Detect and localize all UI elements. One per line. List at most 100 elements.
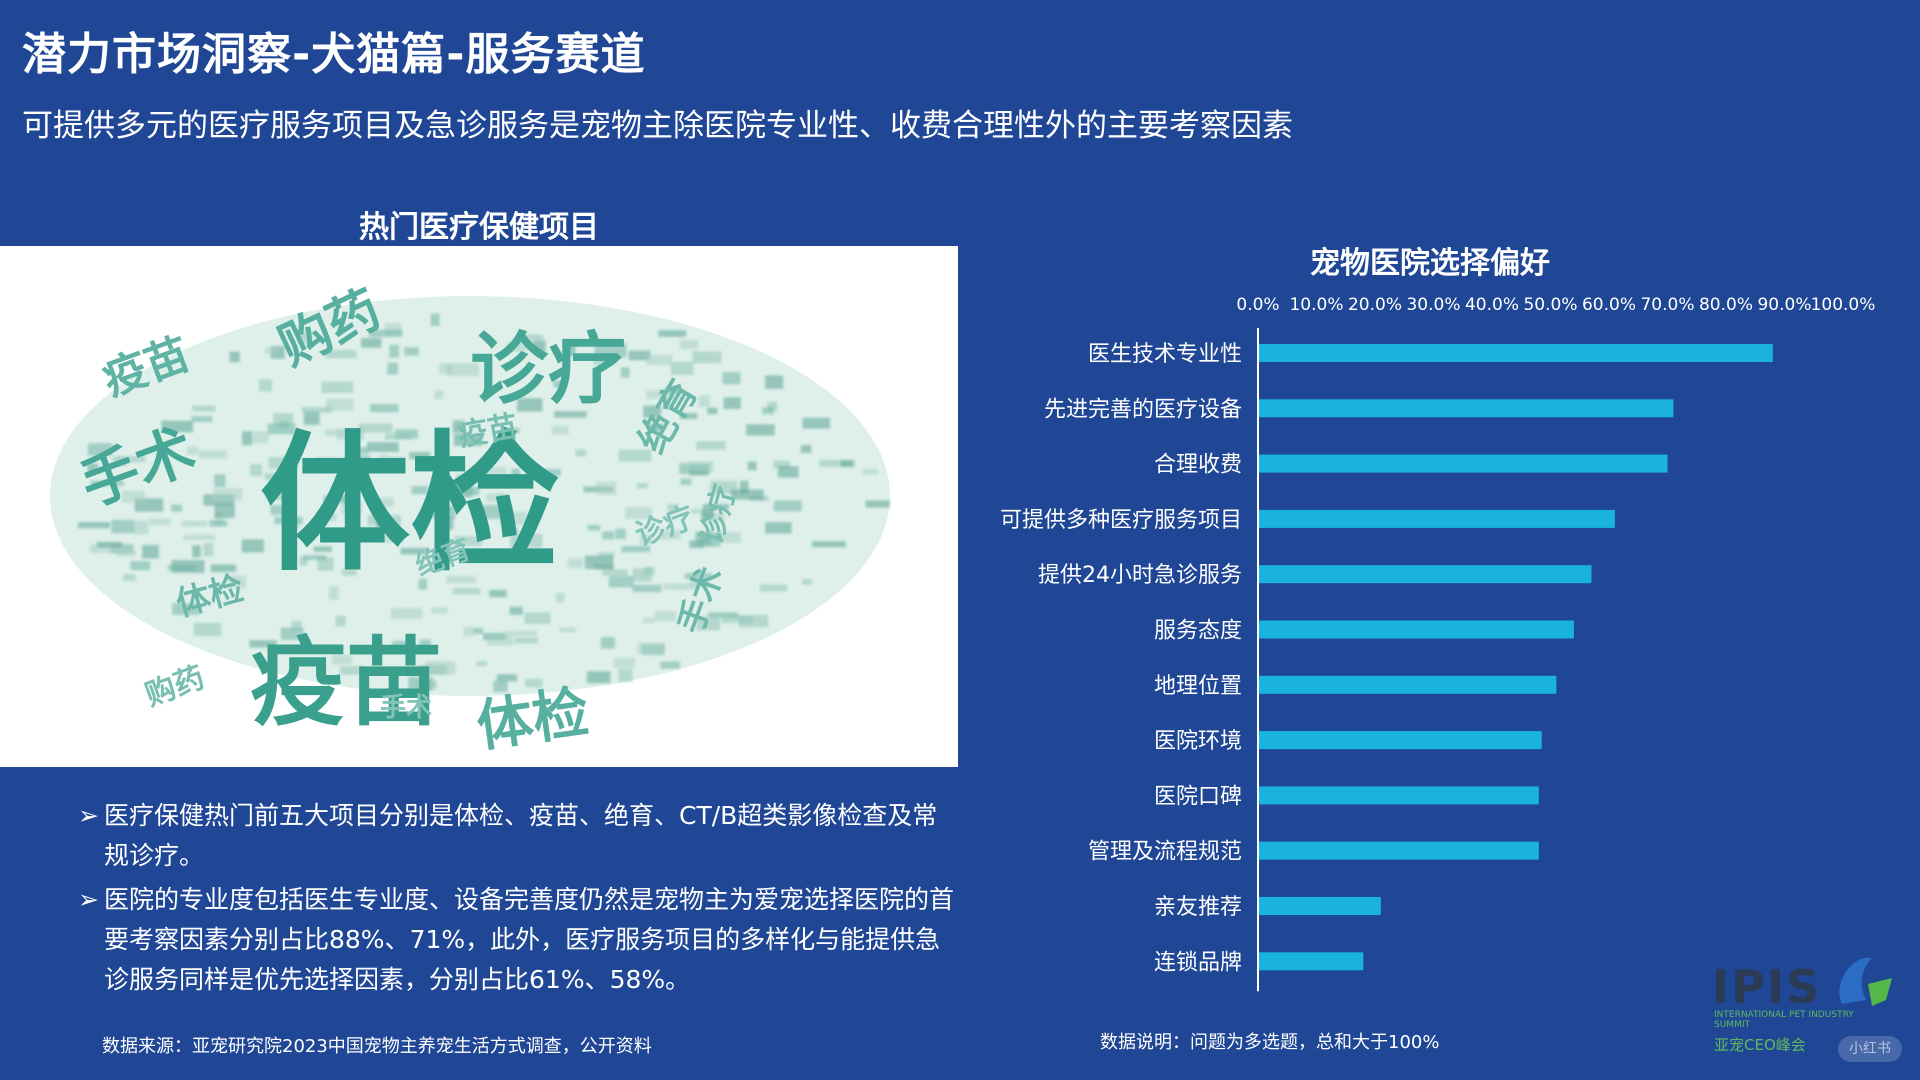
wordcloud-speckle: [687, 461, 714, 472]
wordcloud-speckle: [384, 323, 402, 335]
wordcloud-speckle: [637, 642, 665, 654]
arrow-icon: ➢: [78, 801, 99, 830]
wordcloud-speckle: [116, 550, 136, 557]
wordcloud-speckle: [517, 334, 544, 341]
wordcloud-speckle: [418, 578, 427, 590]
x-tick-label: 10.0%: [1289, 295, 1343, 315]
bar: [1258, 344, 1773, 362]
wordcloud-speckle: [214, 504, 235, 519]
wordcloud-speckle: [316, 513, 337, 522]
wordcloud-speckle: [301, 406, 332, 413]
x-tick-label: 90.0%: [1757, 295, 1811, 315]
wordcloud-speckle: [493, 680, 508, 693]
wordcloud-speckle: [325, 429, 345, 436]
x-tick-label: 70.0%: [1640, 295, 1694, 315]
wordcloud-speckle: [96, 541, 123, 548]
wordcloud-speckle: [303, 411, 320, 425]
wordcloud-speckle: [507, 528, 518, 534]
wordcloud-speckle: [265, 488, 297, 500]
wordcloud-speckle: [613, 658, 636, 668]
wordcloud-speckle: [696, 441, 726, 450]
wordcloud-speckle: [376, 516, 387, 531]
wordcloud-speckle: [456, 473, 468, 482]
wordcloud-speckle: [551, 425, 569, 435]
wordcloud-speckle: [731, 489, 764, 500]
wordcloud-speckle: [658, 330, 687, 337]
wordcloud-speckle: [632, 568, 652, 582]
wordcloud-speckle: [450, 482, 459, 489]
wordcloud-speckle: [532, 340, 546, 353]
wordcloud-speckle: [172, 603, 200, 615]
wordcloud-speckle: [335, 615, 346, 627]
wordcloud-speckle: [115, 455, 146, 463]
wordcloud-speckle: [416, 680, 436, 688]
wordcloud-speckle: [489, 589, 507, 598]
wordcloud-speckle: [87, 463, 98, 472]
bar-chart: 0.0% 10.0% 20.0% 30.0% 40.0% 50.0% 60.0% 70.0% 8…: [1000, 295, 1876, 992]
wordcloud-speckle: [840, 460, 855, 467]
x-tick-label: 100.0%: [1811, 295, 1876, 315]
wordcloud-speckle: [800, 445, 812, 453]
category-label: 医院环境: [1154, 729, 1242, 754]
wordcloud-speckle: [367, 442, 399, 452]
wordcloud-speckle: [593, 359, 616, 365]
wordcloud-speckle: [303, 555, 327, 561]
wordcloud-speckle: [112, 456, 127, 467]
wordcloud-speckle: [328, 586, 339, 600]
category-label: 连锁品牌: [1154, 950, 1242, 975]
wordcloud-speckle: [390, 607, 423, 620]
wordcloud-speckle: [773, 460, 790, 469]
wordcloud-speckle: [199, 450, 228, 459]
wordcloud-speckle: [555, 592, 565, 603]
wordcloud-word: 购药: [141, 660, 209, 713]
wordcloud-speckle: [707, 612, 739, 618]
wordcloud-speckle: [632, 584, 662, 593]
x-tick-label: 0.0%: [1236, 295, 1279, 315]
wordcloud-speckle: [600, 636, 615, 649]
wordcloud-speckle: [496, 674, 518, 682]
bar: [1258, 786, 1539, 805]
wordcloud-speckle: [369, 329, 403, 337]
wordcloud-speckle: [324, 349, 357, 359]
wordcloud-speckle: [313, 546, 332, 552]
wordcloud-speckle: [273, 413, 294, 427]
page-subtitle: 可提供多元的医疗服务项目及急诊服务是宠物主除医院专业性、收费合理性外的主要考察因…: [22, 108, 1293, 144]
wordcloud-speckle: [507, 428, 520, 434]
wordcloud-speckle: [487, 635, 513, 646]
wordcloud-speckle: [191, 416, 213, 423]
wordcloud-speckle: [778, 466, 799, 478]
wordcloud-speckle: [341, 502, 362, 514]
ipis-logo: IPIS INTERNATIONAL PET INDUSTRY SUMMIT 亚…: [1710, 940, 1910, 1060]
wordcloud-speckle: [386, 456, 405, 463]
wordcloud-speckle: [378, 497, 395, 508]
category-label: 先进完善的医疗设备: [1044, 397, 1242, 422]
wordcloud-speckle: [524, 612, 551, 624]
category-label: 地理位置: [1154, 674, 1242, 699]
wordcloud-speckle: [299, 556, 308, 566]
wordcloud-speckle: [584, 555, 614, 570]
category-label: 可提供多种医疗服务项目: [1000, 508, 1242, 533]
wordcloud-speckle: [473, 628, 484, 635]
logo-text: IPIS: [1712, 960, 1822, 1014]
wordcloud-speckle: [181, 520, 208, 527]
wordcloud-speckle: [258, 379, 273, 392]
x-tick-label: 30.0%: [1406, 295, 1460, 315]
wordcloud-speckle: [323, 495, 355, 503]
category-label: 服务态度: [1154, 619, 1242, 644]
wordcloud-speckle: [446, 363, 479, 377]
wordcloud-speckle: [454, 536, 482, 546]
x-tick-label: 60.0%: [1582, 295, 1636, 315]
wordcloud-speckle: [767, 401, 778, 411]
wordcloud-speckle: [229, 351, 240, 363]
wordcloud-image: 体检 疫苗 诊疗 手术 购药 体检 疫苗 绝育 手术 诊疗 购药 体检 疫苗 绝育 手术 诊疗: [0, 246, 958, 767]
wordcloud-speckle: [595, 481, 617, 495]
wordcloud-speckle: [214, 474, 226, 488]
bar: [1258, 620, 1574, 639]
wordcloud-speckle: [660, 661, 681, 669]
wordcloud-speckle: [168, 564, 196, 571]
wordcloud-speckle: [594, 343, 627, 358]
wordcloud-speckle: [500, 511, 528, 525]
wordcloud-speckle: [575, 449, 587, 457]
wordcloud-word: 手术: [380, 693, 432, 723]
wordcloud-speckle: [384, 433, 411, 440]
